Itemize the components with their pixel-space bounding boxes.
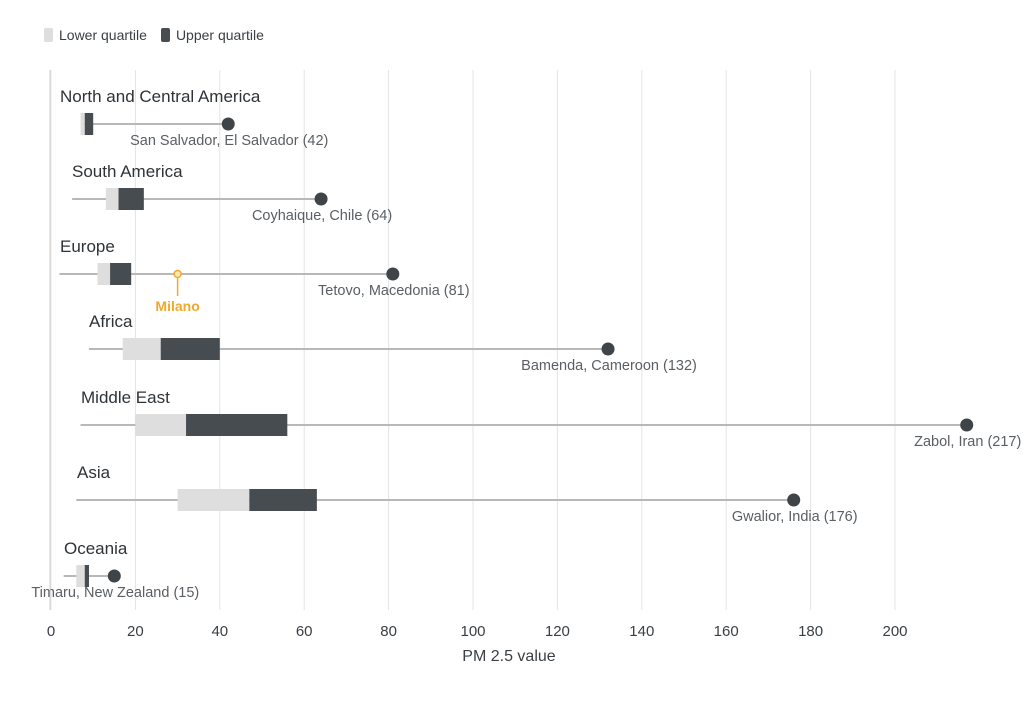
- x-tick-label: 140: [629, 623, 654, 640]
- max-point: [107, 569, 121, 583]
- region-rows: North and Central America San Salvador, E…: [31, 87, 1021, 601]
- legend-lower-label: Lower quartile: [59, 27, 147, 43]
- legend: Lower quartile Upper quartile: [44, 27, 264, 43]
- row-middle-east: Middle East Zabol, Iran (217): [80, 388, 1021, 450]
- x-tick-label: 120: [545, 623, 570, 640]
- row-north-and-central-america: North and Central America San Salvador, E…: [60, 87, 328, 149]
- highlight-label: Milano: [155, 298, 199, 314]
- x-tick-label: 40: [211, 623, 228, 640]
- lower-quartile-box: [80, 113, 85, 135]
- x-tick-label: 20: [127, 623, 144, 640]
- max-point: [601, 342, 615, 356]
- lower-quartile-box: [177, 489, 250, 511]
- lower-quartile-box: [135, 414, 187, 436]
- max-city-label: Coyhaique, Chile (64): [252, 208, 392, 224]
- upper-quartile-box: [110, 263, 132, 285]
- lower-quartile-box: [122, 338, 161, 360]
- max-point: [787, 493, 801, 507]
- x-tick-label: 80: [380, 623, 397, 640]
- upper-quartile-box: [160, 338, 220, 360]
- x-tick-label: 200: [882, 623, 907, 640]
- x-tick-label: 0: [47, 623, 55, 640]
- lower-quartile-box: [97, 263, 111, 285]
- x-tick-label: 60: [296, 623, 313, 640]
- upper-quartile-box: [118, 188, 144, 210]
- max-point: [314, 192, 328, 206]
- x-axis: 0 20 40 60 80 100 120 140 160 180 200: [47, 70, 908, 640]
- max-point: [386, 267, 400, 281]
- region-label: North and Central America: [60, 87, 261, 106]
- x-tick-label: 160: [714, 623, 739, 640]
- max-point: [960, 418, 974, 432]
- lower-quartile-box: [105, 188, 119, 210]
- x-tick-label: 180: [798, 623, 823, 640]
- max-city-label: Tetovo, Macedonia (81): [318, 283, 470, 299]
- region-label: Middle East: [81, 388, 170, 407]
- upper-quartile-box: [84, 565, 89, 587]
- row-africa: Africa Bamenda, Cameroon (132): [88, 312, 697, 374]
- x-tick-label: 100: [460, 623, 485, 640]
- region-label: Asia: [77, 463, 111, 482]
- highlight-point: [173, 269, 182, 279]
- x-axis-title: PM 2.5 value: [462, 648, 555, 665]
- region-label: South America: [72, 162, 183, 181]
- row-oceania: Oceania Timaru, New Zealand (15): [31, 539, 199, 601]
- lower-quartile-box: [76, 565, 85, 587]
- upper-quartile-box: [249, 489, 317, 511]
- max-city-label: Timaru, New Zealand (15): [31, 585, 199, 601]
- row-asia: Asia Gwalior, India (176): [76, 463, 858, 525]
- lower-quartile-swatch: [44, 28, 53, 42]
- legend-item-lower-quartile: Lower quartile: [44, 27, 147, 43]
- upper-quartile-box: [84, 113, 94, 135]
- upper-quartile-box: [186, 414, 288, 436]
- max-city-label: Bamenda, Cameroon (132): [521, 358, 697, 374]
- row-south-america: South America Coyhaique, Chile (64): [72, 162, 392, 224]
- region-label: Europe: [60, 237, 115, 256]
- region-label: Oceania: [64, 539, 128, 558]
- legend-upper-label: Upper quartile: [175, 27, 264, 43]
- row-europe: Europe Tetovo, Macedonia (81): [59, 237, 470, 299]
- legend-item-upper-quartile: Upper quartile: [160, 27, 264, 43]
- region-label: Africa: [89, 312, 133, 331]
- max-city-label: San Salvador, El Salvador (42): [130, 133, 328, 149]
- max-point: [221, 117, 235, 131]
- max-city-label: Gwalior, India (176): [732, 509, 858, 525]
- upper-quartile-swatch: [160, 28, 170, 42]
- max-city-label: Zabol, Iran (217): [914, 434, 1021, 450]
